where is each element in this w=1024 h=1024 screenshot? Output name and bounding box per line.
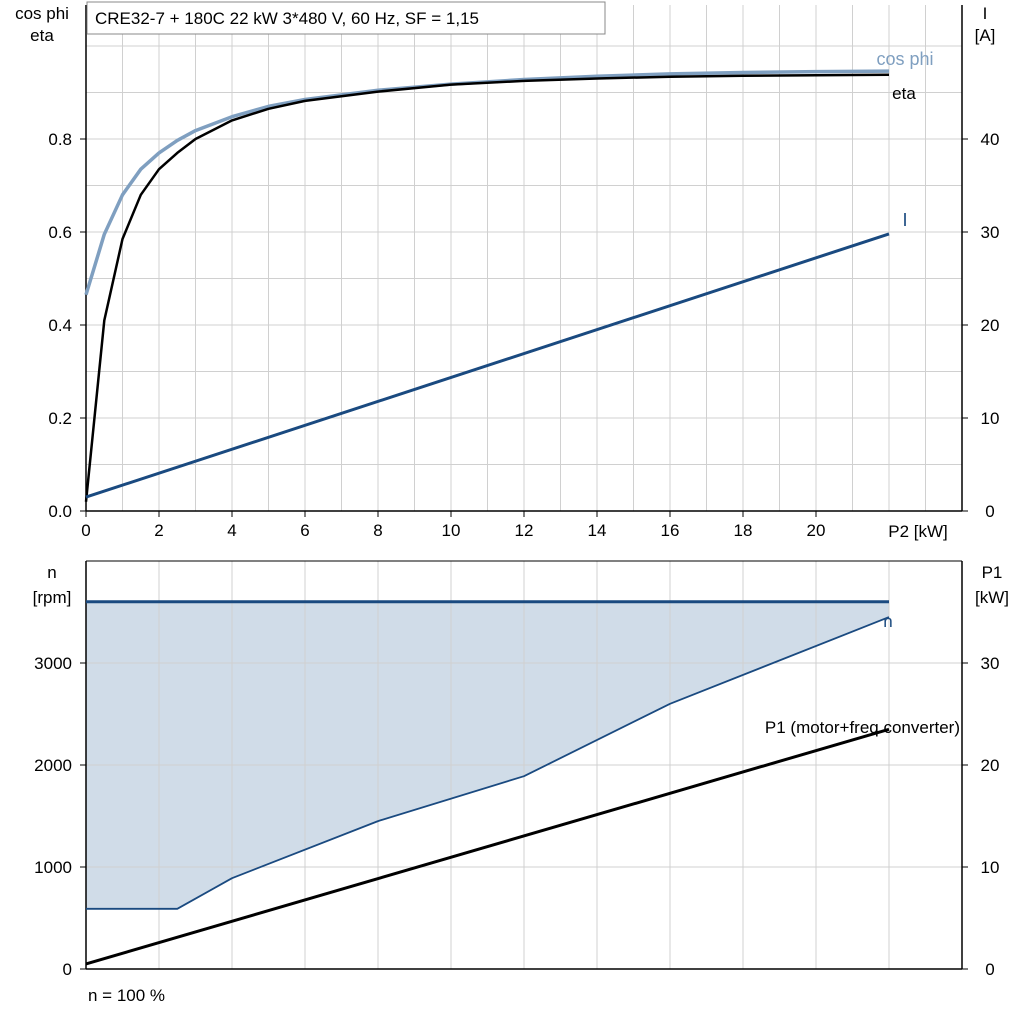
- cos-phi-line: [84, 69, 890, 296]
- bottom-y2-tick-label: 20: [981, 756, 1000, 775]
- bottom-left-axis-label: n: [47, 563, 56, 582]
- top-y2-tick-label: 0: [985, 502, 994, 521]
- top-x-tick-label: 14: [588, 521, 607, 540]
- bottom-chart-grid: [80, 560, 968, 970]
- top-x-tick-label: 12: [515, 521, 534, 540]
- bottom-y-tick-label: 2000: [34, 756, 72, 775]
- top-right-axis-label: [A]: [975, 26, 996, 45]
- speed-min-line: [86, 616, 890, 910]
- chart-title: CRE32-7 + 180C 22 kW 3*480 V, 60 Hz, SF …: [95, 9, 479, 28]
- current-line: [85, 232, 890, 499]
- chart-labels: 0.0 0.2 0.4 0.6 0.8 0 10 20 30 40 0 2 4 6 8 10 12 14 16 18 2…: [15, 1, 1009, 1005]
- p1-line: [85, 727, 890, 966]
- speed-series-label: n: [883, 612, 892, 631]
- bottom-right-axis-label: P1: [982, 563, 1003, 582]
- top-chart-grid: [80, 5, 968, 517]
- chart-marks: [84, 69, 890, 966]
- top-y2-tick-label: 40: [981, 130, 1000, 149]
- top-y-tick-label: 0.6: [48, 223, 72, 242]
- top-y2-tick-label: 30: [981, 223, 1000, 242]
- top-x-tick-label: 6: [300, 521, 309, 540]
- top-x-tick-label: 8: [373, 521, 382, 540]
- top-y-tick-label: 0.0: [48, 502, 72, 521]
- top-left-axis-label: cos phi: [15, 4, 69, 23]
- bottom-right-axis-label: [kW]: [975, 588, 1009, 607]
- chart-title-box: [86, 1, 606, 35]
- top-left-axis-label: eta: [30, 26, 54, 45]
- top-right-axis-label: I: [983, 4, 988, 23]
- eta-line: [84, 73, 890, 502]
- top-y-tick-label: 0.8: [48, 130, 72, 149]
- top-y-tick-label: 0.4: [48, 316, 72, 335]
- top-x-tick-label: 16: [661, 521, 680, 540]
- bottom-y2-tick-label: 30: [981, 654, 1000, 673]
- top-y2-tick-label: 20: [981, 316, 1000, 335]
- speed-footnote: n = 100 %: [88, 986, 165, 1005]
- bottom-y-tick-label: 3000: [34, 654, 72, 673]
- eta-series-label: eta: [892, 84, 916, 103]
- top-x-axis-label: P2 [kW]: [888, 522, 948, 541]
- top-y2-tick-label: 10: [981, 409, 1000, 428]
- p1-series-label: P1 (motor+freq.converter): [765, 718, 960, 737]
- top-x-tick-label: 2: [154, 521, 163, 540]
- top-x-tick-label: 10: [442, 521, 461, 540]
- current-series-label: I: [902, 210, 907, 230]
- cos-phi-series-label: cos phi: [876, 49, 933, 69]
- top-x-tick-label: 4: [227, 521, 236, 540]
- bottom-y-tick-label: 0: [63, 960, 72, 979]
- bottom-y2-tick-label: 0: [985, 960, 994, 979]
- top-y-tick-label: 0.2: [48, 409, 72, 428]
- top-x-tick-label: 18: [734, 521, 753, 540]
- top-x-tick-label: 0: [81, 521, 90, 540]
- bottom-y-tick-label: 1000: [34, 858, 72, 877]
- speed-range-area: [86, 601, 889, 909]
- bottom-left-axis-label: [rpm]: [33, 588, 72, 607]
- bottom-y2-tick-label: 10: [981, 858, 1000, 877]
- top-x-tick-label: 20: [807, 521, 826, 540]
